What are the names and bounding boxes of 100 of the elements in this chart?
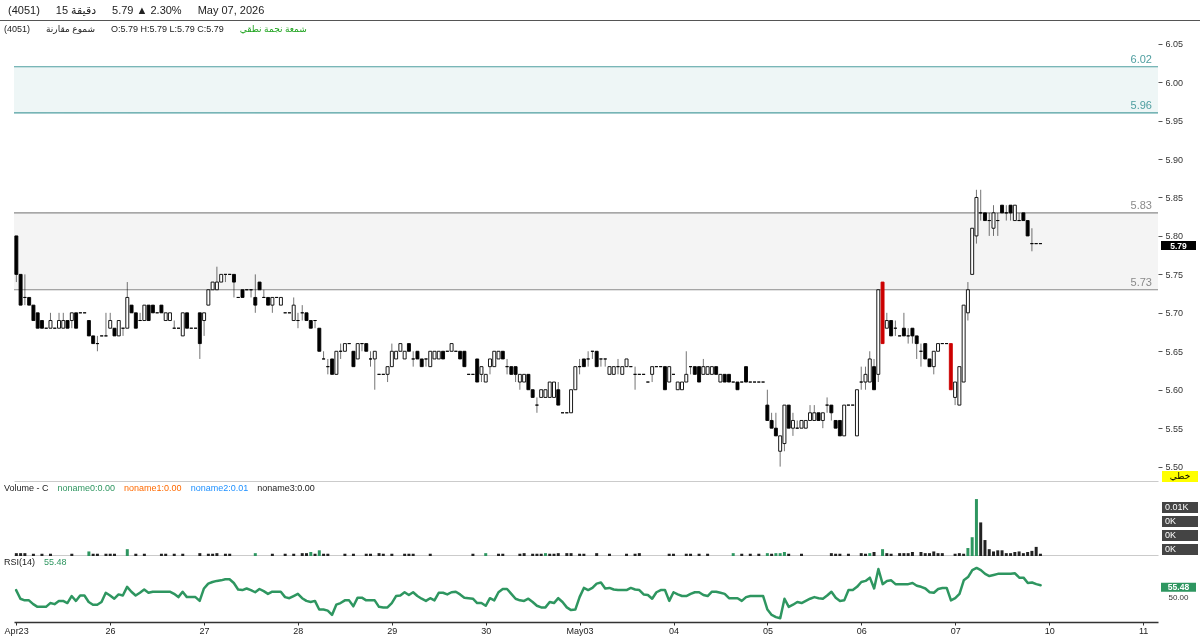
text: 0K — [1162, 530, 1198, 541]
bar — [300, 553, 304, 556]
bar — [987, 549, 991, 556]
bar — [1004, 553, 1008, 556]
text: 50.00 — [1168, 593, 1190, 603]
ref-line-label: 5.83 — [1130, 198, 1152, 211]
text: noname3:0.00 — [257, 483, 315, 493]
bar — [87, 551, 91, 556]
bar — [1013, 552, 1017, 556]
text: noname0:0.00 — [57, 483, 116, 493]
bar — [898, 553, 902, 556]
bar — [19, 553, 23, 556]
text: خطي — [1162, 471, 1198, 482]
y-tick-label: 5.80 — [1165, 231, 1184, 242]
bar — [1021, 553, 1025, 556]
candlestick — [663, 366, 667, 391]
candlestick — [1004, 204, 1009, 222]
x-tick-label: 07 — [950, 625, 961, 636]
candlestick — [334, 350, 339, 375]
chart-title: RSI(14) — [4, 557, 36, 567]
bar — [881, 549, 885, 556]
candlestick — [825, 396, 830, 414]
bar — [868, 553, 872, 556]
bar — [125, 549, 129, 556]
bar — [966, 548, 970, 556]
ref-line-label: 5.96 — [1130, 98, 1152, 111]
x-tick-label: 26 — [105, 625, 116, 636]
bar — [565, 553, 569, 556]
bar — [569, 553, 573, 556]
x-tick-label: 10 — [1044, 625, 1055, 636]
text: 55.48 — [1167, 582, 1190, 593]
bar — [957, 553, 961, 556]
bar — [932, 551, 936, 556]
y-tick-label: 5.85 — [1165, 192, 1184, 203]
bar — [377, 553, 381, 556]
legend-label: noname2:0.01 — [190, 483, 249, 493]
candlestick — [57, 312, 61, 329]
bar — [765, 553, 769, 556]
bar — [731, 553, 735, 556]
x-tick-label: 27 — [199, 625, 210, 636]
y-tick-label: 5.90 — [1165, 154, 1184, 165]
y-tick-label: 6.05 — [1165, 39, 1184, 50]
bar — [919, 552, 923, 556]
bar — [1034, 546, 1038, 556]
bar — [484, 553, 488, 556]
bar — [940, 553, 944, 556]
candlestick — [317, 327, 322, 352]
bar — [543, 553, 547, 556]
bar — [305, 553, 308, 556]
bar — [522, 553, 526, 556]
y-tick-label: 5.95 — [1165, 116, 1184, 127]
x-tick-label: 29 — [387, 625, 398, 636]
chart-title: Volume - C — [4, 483, 49, 493]
bar — [23, 553, 27, 556]
bar — [198, 553, 202, 556]
ref-line-label: 6.02 — [1130, 52, 1152, 65]
y-tick-label: 5.75 — [1165, 269, 1184, 280]
y-tick-label: 5.70 — [1165, 308, 1184, 319]
text: 0.01K — [1162, 502, 1198, 513]
bar — [1000, 550, 1004, 556]
text: 0K — [1162, 516, 1198, 527]
bar — [14, 553, 18, 556]
bar — [556, 553, 560, 556]
bar — [923, 553, 927, 556]
x-tick-label: 28 — [293, 625, 304, 636]
bar — [595, 553, 599, 556]
bar — [928, 553, 931, 556]
bar — [253, 553, 257, 556]
bar — [902, 553, 906, 556]
bar — [1030, 550, 1034, 556]
y-tick-label: 5.55 — [1165, 423, 1184, 434]
text: شمعة نجمة نطقي — [239, 23, 307, 34]
ref-line-label: 5.73 — [1130, 275, 1152, 288]
x-tick-label: 04 — [669, 625, 680, 636]
x-tick-label: 06 — [856, 625, 867, 636]
bar — [910, 552, 914, 556]
bar — [829, 553, 833, 556]
legend-label: noname1:0.00 — [124, 483, 182, 493]
bar — [637, 553, 641, 556]
bar — [774, 553, 778, 556]
bar — [859, 553, 863, 556]
text: 5.79 — [1170, 240, 1188, 251]
bar — [778, 553, 782, 556]
bar — [215, 553, 219, 556]
x-tick-label: 05 — [762, 625, 773, 636]
bar — [782, 552, 786, 556]
candlestick — [534, 396, 539, 414]
y-tick-label: 5.65 — [1165, 346, 1184, 357]
bar — [906, 553, 910, 556]
x-tick-label: May03 — [566, 625, 594, 636]
y-tick-label: 5.60 — [1165, 385, 1184, 396]
bar — [317, 550, 321, 556]
candlestick — [368, 350, 373, 368]
bar — [979, 522, 983, 556]
bar — [885, 553, 889, 556]
bar — [1017, 551, 1021, 556]
x-tick-label: Apr23 — [4, 625, 29, 636]
bar — [974, 499, 978, 556]
text: 55.48 — [44, 557, 67, 567]
y-tick-label: 6.00 — [1165, 77, 1184, 88]
